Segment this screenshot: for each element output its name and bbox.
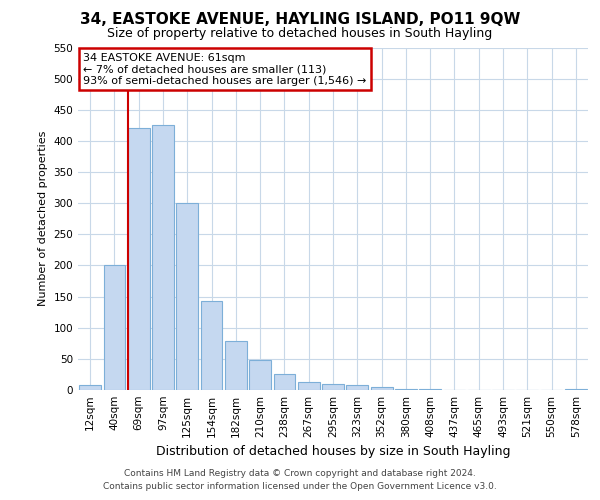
Text: Contains HM Land Registry data © Crown copyright and database right 2024.
Contai: Contains HM Land Registry data © Crown c… [103, 469, 497, 491]
Bar [104, 266, 125, 390]
Bar [200, 301, 223, 390]
Bar [274, 374, 295, 390]
Bar [395, 389, 417, 390]
Bar [565, 389, 587, 390]
Bar [249, 360, 271, 390]
Bar [152, 126, 174, 390]
Bar [346, 385, 368, 390]
Text: 34, EASTOKE AVENUE, HAYLING ISLAND, PO11 9QW: 34, EASTOKE AVENUE, HAYLING ISLAND, PO11… [80, 12, 520, 28]
Text: Size of property relative to detached houses in South Hayling: Size of property relative to detached ho… [107, 28, 493, 40]
Bar [225, 342, 247, 390]
Bar [371, 387, 392, 390]
Bar [79, 385, 101, 390]
X-axis label: Distribution of detached houses by size in South Hayling: Distribution of detached houses by size … [156, 446, 510, 458]
Y-axis label: Number of detached properties: Number of detached properties [38, 131, 48, 306]
Text: 34 EASTOKE AVENUE: 61sqm
← 7% of detached houses are smaller (113)
93% of semi-d: 34 EASTOKE AVENUE: 61sqm ← 7% of detache… [83, 52, 367, 86]
Bar [322, 384, 344, 390]
Bar [176, 203, 198, 390]
Bar [128, 128, 149, 390]
Bar [298, 382, 320, 390]
